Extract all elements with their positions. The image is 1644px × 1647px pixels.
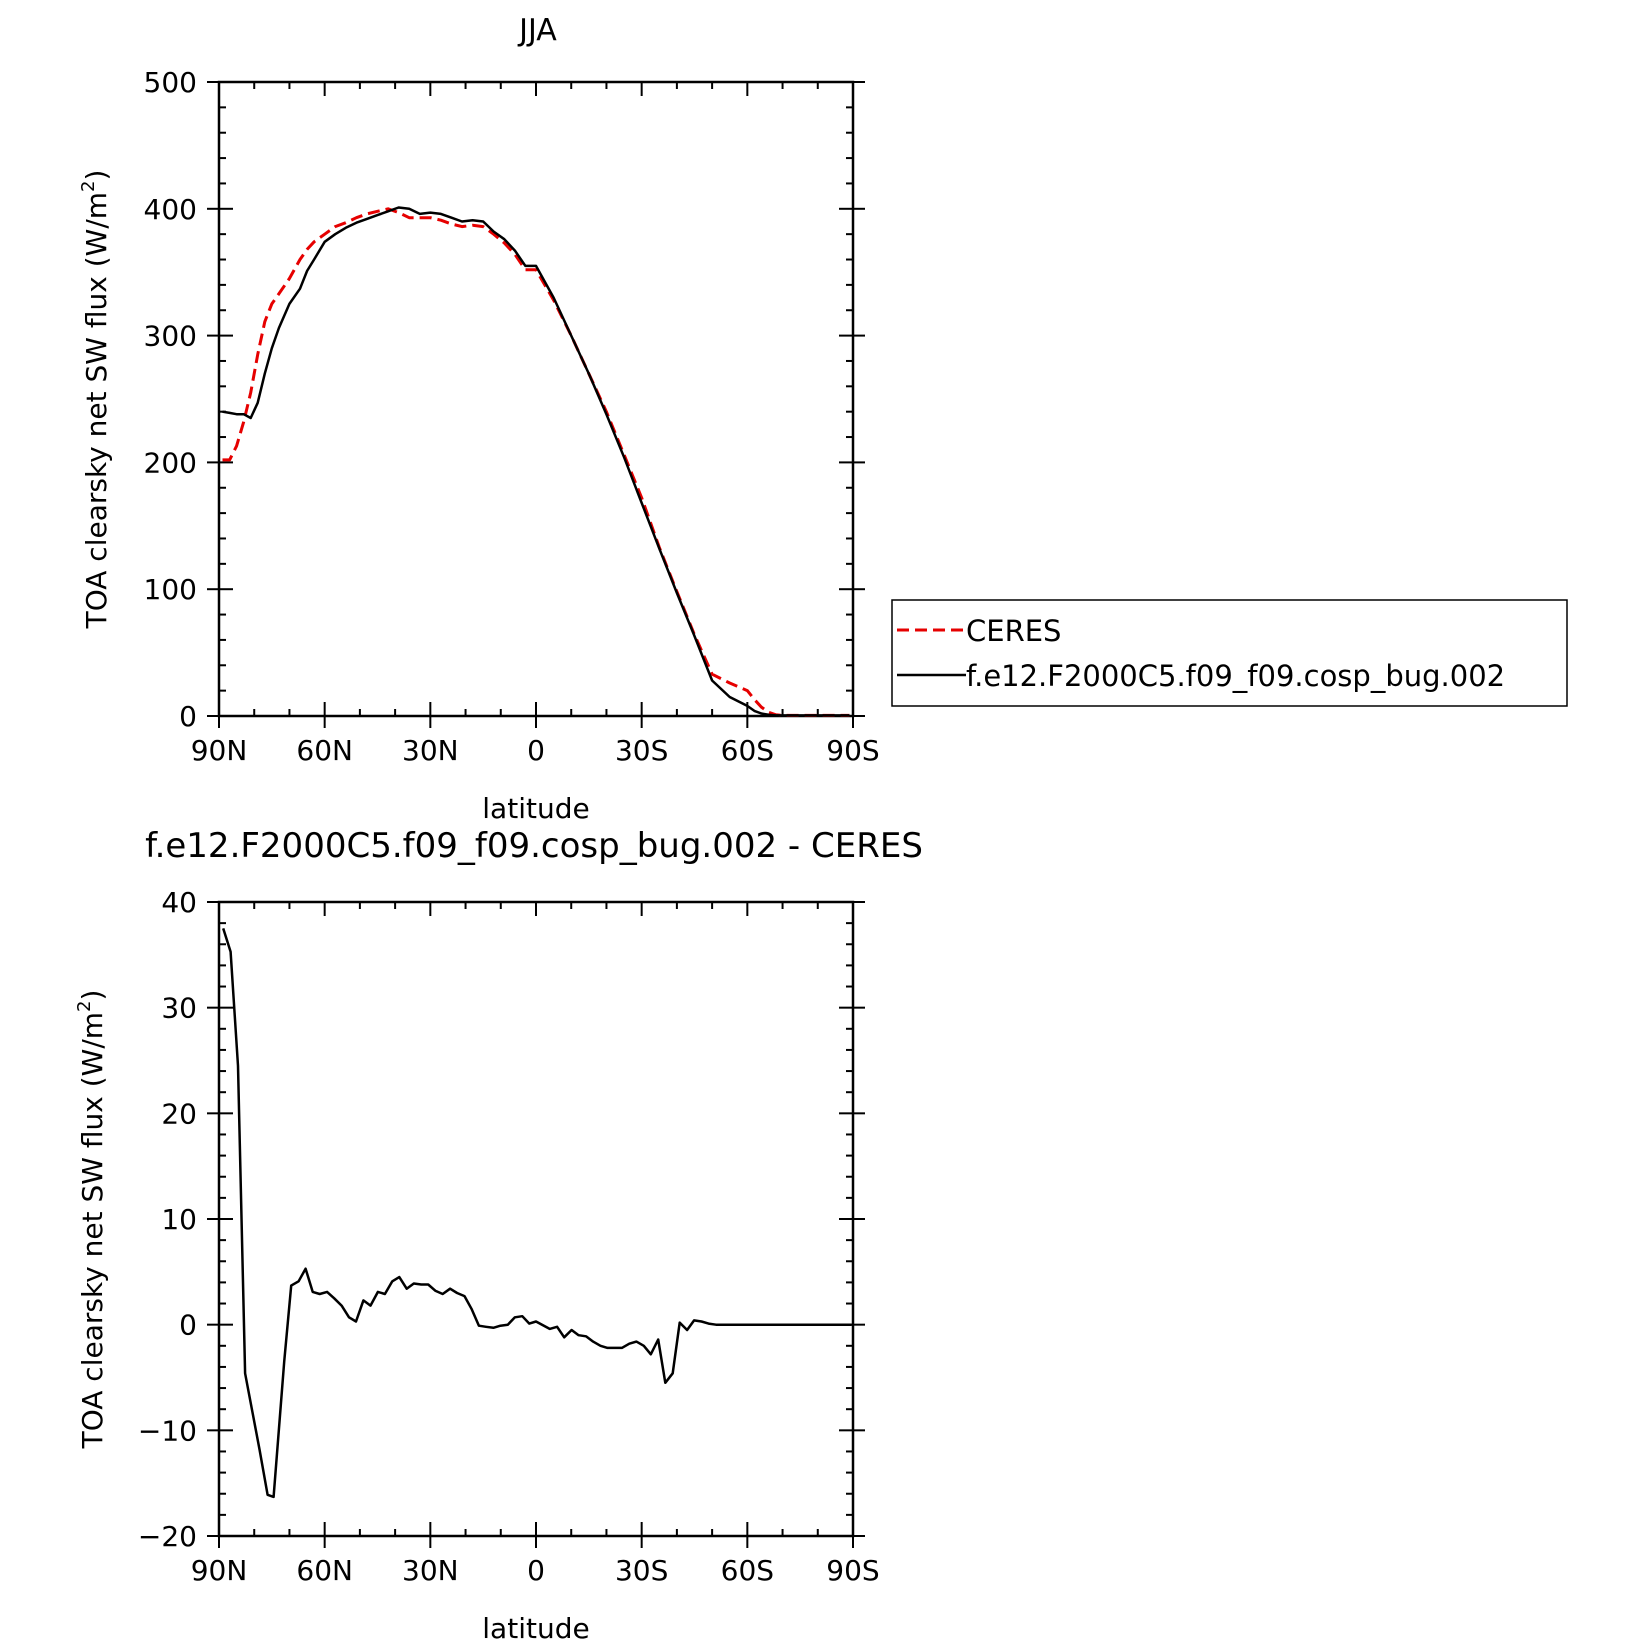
x-tick-label: 60S (721, 734, 774, 767)
bottom-panel: f.e12.F2000C5.f09_f09.cosp_bug.002 - CER… (74, 826, 923, 1645)
top-series-group (222, 206, 850, 717)
x-tick-label: 30N (402, 1554, 459, 1587)
x-tick-label: 90N (191, 1554, 248, 1587)
bottom-x-axis-label: latitude (482, 1612, 589, 1645)
y-tick-label: −20 (138, 1520, 197, 1553)
y-tick-label: 200 (144, 446, 197, 479)
y-tick-label: 500 (144, 66, 197, 99)
bottom-series-group (222, 928, 852, 1499)
bottom-plot-frame (217, 900, 855, 1538)
top-axis-ticks: 90N 60N 30N 0 30S 60S 90S 0 100 200 300 400 500 (144, 66, 880, 767)
x-tick-label: 90S (826, 734, 879, 767)
series-line-model (222, 206, 850, 717)
x-tick-label: 30S (615, 734, 668, 767)
bottom-axis-ticks: 90N 60N 30N 0 30S 60S 90S −20 −10 0 10 20 30 40 (138, 886, 880, 1587)
y-tick-label: 100 (144, 573, 197, 606)
x-tick-label: 0 (527, 734, 545, 767)
x-tick-label: 30S (615, 1554, 668, 1587)
y-tick-label: 30 (161, 992, 197, 1025)
x-tick-label: 90N (191, 734, 248, 767)
y-tick-label: 40 (161, 886, 197, 919)
top-plot-frame (217, 80, 855, 718)
legend-model-label: f.e12.F2000C5.f09_f09.cosp_bug.002 (966, 659, 1505, 693)
series-line-ceres (222, 207, 850, 717)
y-tick-label: 20 (161, 1097, 197, 1130)
y-tick-label: 10 (161, 1203, 197, 1236)
bottom-panel-title: f.e12.F2000C5.f09_f09.cosp_bug.002 - CER… (145, 826, 923, 866)
legend-ceres-label: CERES (966, 614, 1061, 648)
x-tick-label: 60S (721, 1554, 774, 1587)
top-x-axis-label: latitude (482, 792, 589, 825)
y-tick-label: 0 (179, 1309, 197, 1342)
x-tick-label: 90S (826, 1554, 879, 1587)
top-y-axis-label: TOA clearsky net SW flux (W/m2) (78, 170, 113, 630)
y-tick-label: 400 (144, 193, 197, 226)
top-panel-title: JJA (517, 13, 557, 48)
top-panel: JJA 90N 60N 30N 0 30S 60S 90S0100200300400500 … (78, 13, 880, 825)
x-tick-label: 30N (402, 734, 459, 767)
x-tick-label: 60N (296, 734, 353, 767)
y-tick-label: 300 (144, 320, 197, 353)
x-tick-label: 0 (527, 1554, 545, 1587)
legend: CERES f.e12.F2000C5.f09_f09.cosp_bug.002 (891, 599, 1568, 707)
y-tick-label: −10 (138, 1414, 197, 1447)
y-tick-label: 0 (179, 700, 197, 733)
x-tick-label: 60N (296, 1554, 353, 1587)
bottom-y-axis-label: TOA clearsky net SW flux (W/m2) (74, 990, 109, 1450)
legend-box (891, 599, 1568, 707)
series-line-model (222, 928, 852, 1499)
